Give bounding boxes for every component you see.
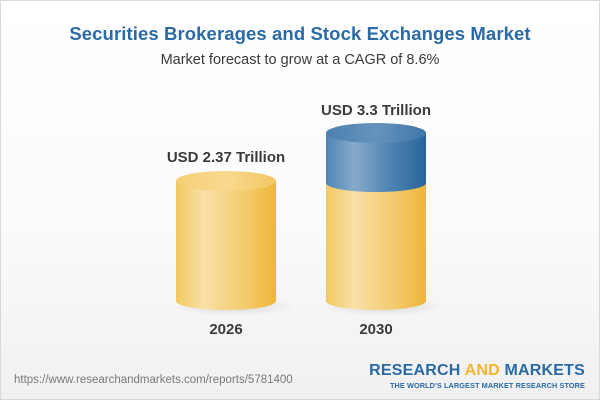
year-label-2026: 2026 <box>209 321 243 338</box>
brand-logo: RESEARCH AND MARKETS THE WORLD'S LARGEST… <box>369 362 585 390</box>
chart-title: Securities Brokerages and Stock Exchange… <box>69 23 531 44</box>
cylinder-2026 <box>172 171 296 316</box>
brand-name-markets: MARKETS <box>499 362 585 379</box>
year-label-2030: 2030 <box>359 321 393 338</box>
bar-value-label-2026: USD 2.37 Trillion <box>166 149 286 166</box>
bar-value-label-2030: USD 3.3 Trillion <box>320 102 432 119</box>
brand-name: RESEARCH AND MARKETS <box>369 362 585 379</box>
brand-name-research: RESEARCH <box>369 362 465 379</box>
brand-tagline: THE WORLD'S LARGEST MARKET RESEARCH STOR… <box>389 381 585 390</box>
brand-name-and: AND <box>464 362 500 379</box>
cylinder-2030 <box>322 123 446 316</box>
source-url[interactable]: https://www.researchandmarkets.com/repor… <box>14 374 293 386</box>
chart-subtitle: Market forecast to grow at a CAGR of 8.6… <box>160 52 440 68</box>
